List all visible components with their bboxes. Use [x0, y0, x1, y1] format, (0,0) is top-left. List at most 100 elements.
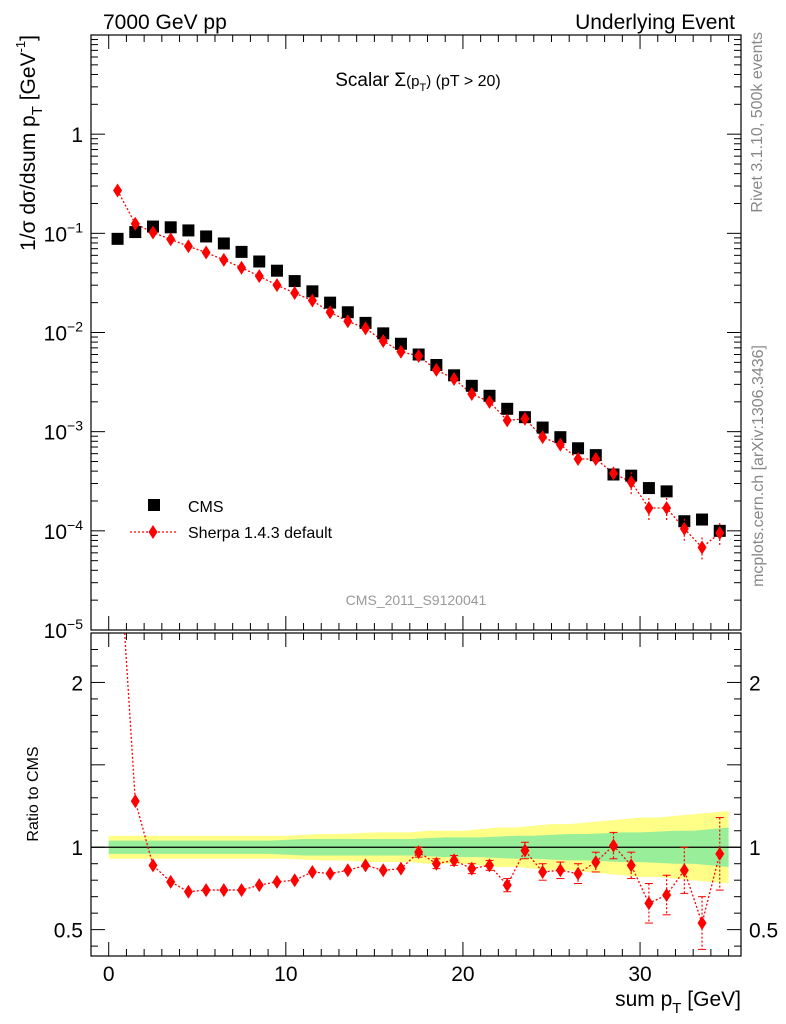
- sherpa-point: [573, 452, 583, 467]
- sherpa-point: [325, 305, 335, 320]
- cms-point: [536, 421, 549, 434]
- cms-point: [554, 431, 567, 444]
- ratio-frame: [90, 632, 742, 957]
- sherpa-point: [254, 269, 264, 284]
- ratio-point: [237, 883, 247, 898]
- x-tick-label: 10: [274, 963, 297, 986]
- ratio-point: [325, 866, 335, 881]
- ratio-point: [555, 863, 565, 878]
- ratio-panel: 0 10 20 30 0.5 0.5 1 1 2 2 Ratio to CMS sum pT [GeV…: [25, 35, 778, 1017]
- ratio-point: [361, 858, 371, 873]
- ratio-point: [254, 878, 264, 893]
- legend-sherpa-marker: [148, 525, 158, 539]
- sherpa-point: [555, 437, 565, 452]
- sherpa-point: [396, 344, 406, 359]
- main-panel: 1 10−1 10−2 10−3 10−4 10−5 Scalar Σ(pT) (pT > …: [13, 34, 742, 643]
- sherpa-point: [237, 260, 247, 275]
- cms-point: [642, 482, 655, 495]
- ratio-point: [608, 838, 618, 853]
- cms-point: [696, 513, 709, 526]
- ratio-point: [449, 853, 459, 868]
- ratio-y-axis-label: Ratio to CMS: [25, 746, 42, 841]
- ratio-y-tick-label: 1: [71, 837, 83, 860]
- x-tick-label: 20: [451, 963, 474, 986]
- cms-point: [235, 245, 248, 258]
- cms-point: [341, 306, 354, 319]
- sherpa-point: [343, 314, 353, 329]
- sherpa-point: [467, 386, 477, 401]
- analysis-watermark: CMS_2011_S9120041: [346, 592, 487, 608]
- cms-point: [270, 264, 283, 277]
- cms-point: [200, 230, 213, 243]
- y-tick-label: 1: [71, 124, 83, 147]
- sherpa-point: [414, 348, 424, 363]
- sherpa-point: [378, 334, 388, 349]
- y-tick-label: 10−4: [44, 517, 84, 544]
- sherpa-point: [538, 430, 548, 445]
- ratio-point: [272, 874, 282, 889]
- y-tick-label: 10−5: [44, 616, 84, 643]
- cms-point: [377, 327, 390, 340]
- sherpa-point: [307, 293, 317, 308]
- sherpa-point: [697, 540, 707, 555]
- ratio-point: [467, 861, 477, 876]
- rivet-label: Rivet 3.1.10, 500k events: [749, 32, 766, 213]
- ratio-point: [679, 863, 689, 878]
- ratio-point: [414, 845, 424, 860]
- sherpa-point: [485, 394, 495, 409]
- annotations: 7000 GeV pp Underlying Event Rivet 3.1.1…: [103, 11, 767, 587]
- ratio-point: [431, 856, 441, 871]
- cms-point: [678, 515, 691, 528]
- sherpa-point: [644, 500, 654, 515]
- legend-sherpa-label: Sherpa 1.4.3 default: [188, 525, 333, 542]
- sherpa-point: [166, 232, 176, 247]
- ratio-y-tick-label-right: 2: [749, 672, 761, 695]
- cms-point: [129, 226, 142, 239]
- sherpa-point: [201, 245, 211, 260]
- sherpa-point: [715, 526, 725, 541]
- ratio-point: [520, 843, 530, 858]
- y-tick-label: 10−3: [44, 418, 84, 445]
- ratio-point: [538, 864, 548, 879]
- ratio-y-tick-label-right: 0.5: [749, 920, 778, 943]
- cms-point: [501, 402, 514, 415]
- ratio-point: [644, 896, 654, 911]
- ratio-point: [183, 884, 193, 899]
- cms-point: [394, 337, 407, 350]
- cms-point: [306, 285, 319, 298]
- ratio-point: [715, 846, 725, 861]
- sherpa-point: [626, 475, 636, 490]
- cms-point: [164, 221, 177, 234]
- ratio-point: [148, 858, 158, 873]
- header-left-label: 7000 GeV pp: [103, 11, 227, 34]
- ratio-point: [396, 861, 406, 876]
- sherpa-point: [520, 411, 530, 426]
- ratio-point: [166, 874, 176, 889]
- sherpa-point: [272, 278, 282, 293]
- sherpa-point: [431, 362, 441, 377]
- plot-title: Scalar Σ(pT) (pT > 20): [335, 70, 500, 94]
- ratio-point: [662, 888, 672, 903]
- sherpa-point: [662, 500, 672, 515]
- x-tick-label: 0: [103, 963, 115, 986]
- ratio-point: [219, 883, 229, 898]
- sherpa-point: [183, 239, 193, 254]
- ratio-point: [626, 858, 636, 873]
- ratio-point: [697, 916, 707, 931]
- legend: CMS Sherpa 1.4.3 default: [130, 499, 333, 542]
- cms-point: [572, 442, 585, 455]
- sherpa-point: [502, 413, 512, 428]
- ratio-point: [343, 863, 353, 878]
- sherpa-point: [113, 183, 123, 198]
- cms-point: [288, 275, 301, 288]
- ratio-point: [290, 873, 300, 888]
- sherpa-line: [116, 190, 721, 549]
- legend-cms-marker: [148, 499, 160, 511]
- sherpa-point: [361, 321, 371, 336]
- sherpa-point: [219, 252, 229, 267]
- cms-point: [253, 255, 266, 268]
- y-tick-label: 10−2: [44, 319, 84, 346]
- cms-point: [660, 485, 673, 498]
- cms-point: [217, 237, 230, 250]
